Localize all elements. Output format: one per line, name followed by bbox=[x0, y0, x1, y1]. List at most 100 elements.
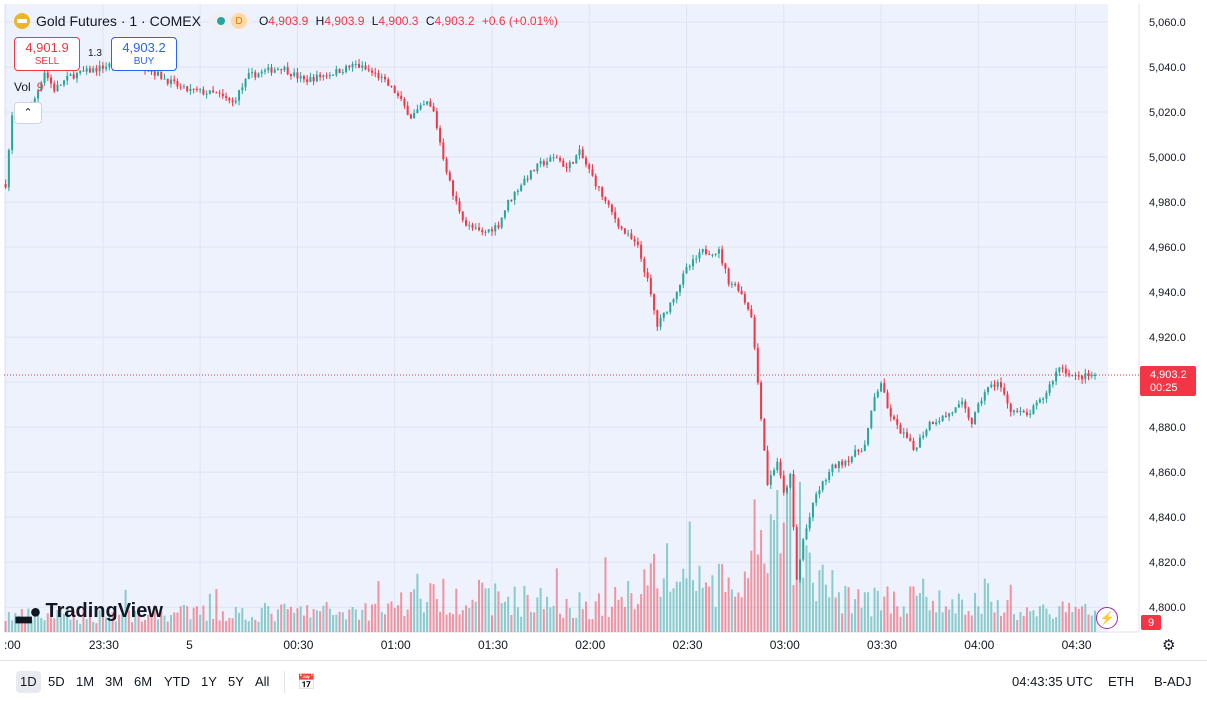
candle-body bbox=[860, 451, 863, 453]
range-1d-button[interactable]: 1D bbox=[16, 671, 41, 693]
volume-bar bbox=[714, 607, 717, 632]
volume-bar bbox=[766, 573, 769, 632]
candle-body bbox=[883, 383, 886, 393]
volume-bar bbox=[422, 612, 425, 632]
volume-bar bbox=[993, 612, 996, 632]
candle-body bbox=[503, 210, 506, 218]
volume-bar bbox=[779, 553, 782, 632]
candle-body bbox=[782, 475, 785, 493]
symbol-title[interactable]: Gold Futures · 1 · COMEX bbox=[36, 13, 201, 29]
price-chart[interactable]: 4,800.0 4,820.0 4,840.0 4,860.0 4,880.0 4,900… bbox=[0, 0, 1207, 660]
volume-bar bbox=[11, 620, 14, 632]
volume-bar bbox=[691, 580, 694, 632]
tradingview-logo-text: TradingView bbox=[45, 600, 163, 622]
utc-clock[interactable]: 04:43:35 UTC bbox=[1012, 674, 1093, 689]
volume-bar bbox=[325, 602, 328, 632]
volume-bar bbox=[831, 570, 834, 632]
range-6m-button[interactable]: 6M bbox=[134, 674, 153, 689]
candle-body bbox=[257, 73, 260, 78]
range-5d-button[interactable]: 5D bbox=[48, 674, 65, 689]
candle-body bbox=[150, 70, 153, 72]
candle-body bbox=[533, 170, 536, 172]
volume-bar bbox=[134, 610, 137, 632]
candle-body bbox=[880, 383, 883, 392]
volume-bar bbox=[559, 613, 562, 632]
range-5y-button[interactable]: 5Y bbox=[228, 674, 244, 689]
volume-bar bbox=[137, 610, 140, 632]
candle-body bbox=[824, 479, 827, 482]
volume-bar bbox=[896, 606, 899, 632]
candle-body bbox=[484, 231, 487, 233]
volume-bar bbox=[309, 617, 312, 632]
candle-body bbox=[319, 74, 322, 78]
volume-bar bbox=[111, 612, 114, 632]
volume-bar bbox=[413, 589, 416, 632]
candle-body bbox=[309, 76, 312, 82]
y-tick-label: 4,980.0 bbox=[1149, 197, 1186, 209]
candle-body bbox=[202, 89, 205, 95]
volume-bar bbox=[1058, 606, 1061, 632]
volume-bar bbox=[429, 583, 432, 632]
lightning-icon[interactable]: ⚡ bbox=[1096, 607, 1118, 629]
volume-bar bbox=[481, 582, 484, 632]
volume-bar bbox=[610, 606, 613, 632]
range-1y-button[interactable]: 1Y bbox=[201, 674, 217, 689]
adjustment-toggle[interactable]: B-ADJ bbox=[1154, 674, 1192, 689]
tradingview-logo[interactable]: ▂● TradingView bbox=[16, 599, 163, 624]
buy-button[interactable]: 4,903.2 BUY bbox=[111, 37, 177, 71]
candle-body bbox=[821, 481, 824, 491]
range-all-button[interactable]: All bbox=[255, 674, 270, 689]
volume-bar bbox=[497, 591, 500, 632]
candle-body bbox=[643, 258, 646, 273]
volume-bar bbox=[747, 578, 750, 632]
volume-bar bbox=[516, 607, 519, 632]
volume-bar bbox=[105, 617, 108, 632]
sell-button[interactable]: 4,901.9 SELL bbox=[14, 37, 80, 71]
candle-body bbox=[267, 67, 270, 71]
candle-body bbox=[714, 253, 717, 255]
volume-legend[interactable]: Vol 9 bbox=[14, 80, 43, 94]
candle-body bbox=[562, 160, 565, 167]
volume-bar bbox=[565, 598, 568, 632]
volume-bar bbox=[581, 609, 584, 632]
candle-body bbox=[215, 92, 218, 94]
volume-bar bbox=[1032, 610, 1035, 632]
volume-bar bbox=[854, 599, 857, 632]
candle-body bbox=[905, 432, 908, 438]
candle-body bbox=[620, 226, 623, 229]
gold-symbol-icon bbox=[14, 13, 30, 29]
collapse-legend-button[interactable]: ⌃ bbox=[14, 102, 42, 124]
volume-bar bbox=[218, 620, 221, 632]
settings-gear-icon[interactable]: ⚙ bbox=[1162, 637, 1176, 654]
volume-bar bbox=[490, 615, 493, 632]
volume-bar bbox=[944, 606, 947, 632]
session-toggle[interactable]: ETH bbox=[1108, 674, 1134, 689]
candle-body bbox=[656, 310, 659, 327]
candle-body bbox=[37, 90, 40, 99]
volume-bar bbox=[533, 612, 536, 632]
calendar-goto-icon[interactable]: 📅 bbox=[297, 674, 316, 691]
range-3m-button[interactable]: 3M bbox=[105, 674, 124, 689]
candle-body bbox=[584, 158, 587, 165]
candle-body bbox=[332, 74, 335, 76]
volume-bar bbox=[730, 589, 733, 632]
volume-bar bbox=[821, 564, 824, 632]
range-ytd-button[interactable]: YTD bbox=[164, 674, 190, 689]
volume-bar bbox=[257, 621, 260, 632]
volume-bar bbox=[328, 608, 331, 632]
volume-bar bbox=[938, 590, 941, 632]
candle-body bbox=[98, 65, 101, 72]
candle-body bbox=[244, 79, 247, 88]
range-1m-button[interactable]: 1M bbox=[76, 674, 95, 689]
candle-body bbox=[1064, 368, 1067, 374]
candle-body bbox=[886, 392, 889, 409]
candle-body bbox=[452, 180, 455, 196]
volume-bar bbox=[669, 591, 672, 632]
volume-bar bbox=[448, 612, 451, 632]
close-label: C bbox=[425, 14, 435, 28]
volume-bar bbox=[850, 613, 853, 632]
candle-body bbox=[212, 90, 215, 93]
session-status[interactable]: D bbox=[208, 12, 251, 30]
volume-bar bbox=[358, 619, 361, 632]
volume-bar bbox=[980, 613, 983, 632]
